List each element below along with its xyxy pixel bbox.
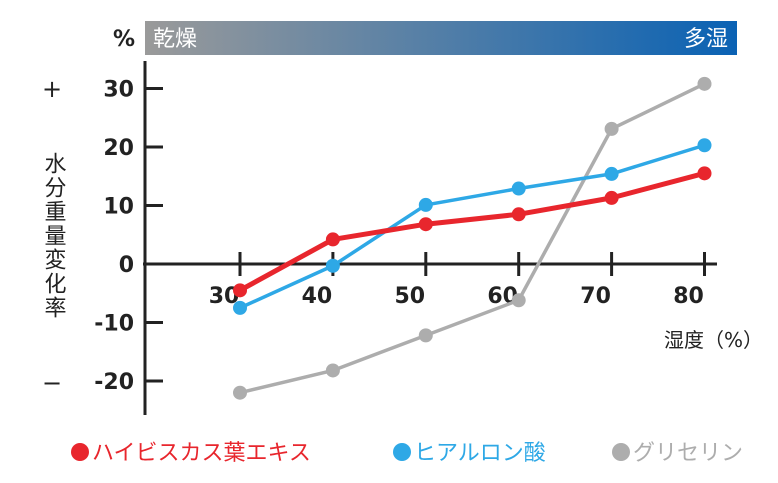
x-tick-label-4: 70	[580, 284, 611, 309]
y-unit-label: %	[113, 27, 135, 52]
series-2-point-5	[697, 76, 712, 91]
series-1-point-1	[325, 258, 340, 273]
series-0-point-3	[511, 207, 526, 222]
series-line-1	[239, 143, 706, 310]
y-tick-label-5: 30	[103, 78, 134, 103]
series-1-point-3	[511, 181, 526, 196]
series-2-point-3	[511, 293, 526, 308]
y-tick-label-0: -20	[94, 370, 134, 395]
series-0-point-1	[325, 232, 340, 247]
series-line-2	[239, 82, 706, 395]
y-tick-label-3: 10	[103, 195, 134, 220]
series-2-point-0	[233, 385, 247, 400]
legend-label-0: ハイビスカス葉エキス	[92, 441, 311, 466]
x-axis: 30 40 50 60 70 80	[145, 252, 717, 309]
band-right-label: 多湿	[684, 27, 728, 52]
series-2-point-1	[325, 363, 340, 378]
y-axis-title: 水分重量変化率	[41, 152, 67, 320]
band-left-label: 乾燥	[153, 27, 197, 52]
series-1-point-2	[418, 197, 433, 212]
legend: ハイビスカス葉エキス ヒアルロン酸 グリセリン	[71, 441, 743, 466]
series-0-point-2	[418, 217, 433, 232]
y-tick-label-4: 20	[103, 136, 134, 161]
y-tick-label-2: 0	[119, 253, 134, 278]
x-tick-label-5: 80	[673, 284, 704, 309]
legend-marker-2	[612, 443, 630, 461]
series-0-point-0	[233, 283, 247, 298]
x-tick-label-2: 50	[394, 284, 425, 309]
x-tick-label-1: 40	[302, 284, 333, 309]
series-0-point-4	[604, 190, 619, 205]
y-plus-symbol: +	[42, 75, 62, 103]
y-minus-symbol: −	[42, 369, 62, 397]
legend-marker-0	[71, 443, 89, 461]
legend-marker-1	[393, 443, 411, 461]
series-1-point-5	[697, 138, 712, 153]
series-line-0	[238, 170, 706, 293]
x-axis-title: 湿度（%）	[664, 328, 763, 352]
series	[233, 76, 712, 400]
series-2-point-4	[604, 121, 619, 136]
y-axis-ticks: -20 -10 0 10 20 30	[94, 78, 163, 395]
series-1-point-0	[233, 300, 247, 315]
legend-label-2: グリセリン	[633, 441, 743, 466]
humidity-band	[145, 21, 737, 55]
series-2-point-2	[418, 328, 433, 343]
y-tick-label-1: -10	[94, 312, 134, 337]
legend-label-1: ヒアルロン酸	[414, 441, 546, 466]
series-1-point-4	[604, 166, 619, 181]
series-0-point-5	[697, 166, 712, 181]
